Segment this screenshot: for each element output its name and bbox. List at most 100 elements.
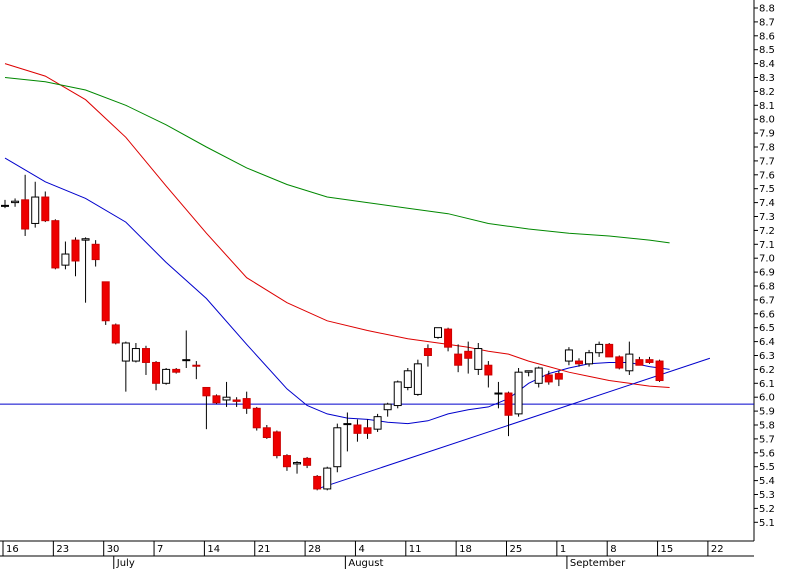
candle-body xyxy=(454,353,463,366)
candle-body xyxy=(232,399,241,402)
x-tick-label: 25 xyxy=(510,544,523,555)
candle-body xyxy=(202,386,211,397)
candle-body xyxy=(373,416,382,430)
candle xyxy=(202,386,211,430)
candle xyxy=(212,394,221,405)
y-tick-label: 6.0 xyxy=(759,393,775,404)
candle-body xyxy=(403,370,412,388)
candle xyxy=(81,237,90,303)
candle xyxy=(232,397,241,407)
candle-body xyxy=(41,196,50,222)
candle-body xyxy=(313,475,322,490)
x-tick-label: 7 xyxy=(157,544,163,555)
candle xyxy=(242,391,251,414)
x-tick-label: 16 xyxy=(6,544,19,555)
candle-body xyxy=(564,349,573,362)
candle xyxy=(51,219,60,270)
candle-body xyxy=(434,327,443,338)
y-tick-label: 7.3 xyxy=(759,212,775,223)
candle xyxy=(141,345,150,375)
candle xyxy=(413,359,422,396)
candle-body xyxy=(504,392,513,416)
y-tick-label: 7.5 xyxy=(759,184,775,195)
y-tick-label: 5.2 xyxy=(759,504,775,515)
candle xyxy=(31,181,40,228)
x-tick-label: 1 xyxy=(560,544,566,555)
candle-body xyxy=(544,374,553,383)
y-tick-label: 7.7 xyxy=(759,156,775,167)
y-tick-label: 6.4 xyxy=(759,337,775,348)
candle-body xyxy=(554,373,563,380)
candle-body xyxy=(111,324,120,344)
x-tick-label: 4 xyxy=(358,544,364,555)
y-tick-label: 7.8 xyxy=(759,143,775,154)
candle xyxy=(343,412,352,452)
candle xyxy=(262,425,271,439)
candle-body xyxy=(282,455,291,468)
candle xyxy=(21,174,30,236)
candle-body xyxy=(333,427,342,468)
candle-body xyxy=(625,353,634,372)
candle-body xyxy=(484,364,493,376)
candle xyxy=(534,366,543,388)
candle-body xyxy=(655,360,664,382)
candle xyxy=(524,370,533,377)
candle-body xyxy=(615,356,624,369)
candle-body xyxy=(383,403,392,411)
candle xyxy=(313,475,322,491)
candle-body xyxy=(212,395,221,404)
month-label: July xyxy=(116,558,135,569)
candle xyxy=(71,237,80,277)
candle xyxy=(172,368,181,374)
y-tick-label: 5.9 xyxy=(759,407,775,418)
candle-body xyxy=(393,381,402,407)
candle-body xyxy=(585,352,594,365)
y-tick-label: 5.3 xyxy=(759,490,775,501)
candle xyxy=(484,361,493,388)
candle-body xyxy=(272,431,281,457)
candle-body xyxy=(514,371,523,415)
x-tick-label: 30 xyxy=(107,544,120,555)
candle-body xyxy=(91,243,100,261)
y-tick-label: 7.9 xyxy=(759,129,775,140)
y-tick-label: 6.2 xyxy=(759,365,775,376)
x-tick-label: 11 xyxy=(409,544,422,555)
candle-body xyxy=(524,370,533,373)
candle-body xyxy=(444,328,453,348)
x-tick-label: 23 xyxy=(56,544,69,555)
candle-body xyxy=(51,220,60,269)
candle-body xyxy=(605,343,614,358)
candle xyxy=(333,423,342,473)
x-tick-label: 22 xyxy=(711,544,724,555)
y-tick-label: 8.6 xyxy=(759,31,775,42)
candle-body xyxy=(101,281,110,322)
y-tick-label: 6.3 xyxy=(759,351,775,362)
candle xyxy=(121,341,130,392)
candle xyxy=(474,342,483,375)
y-tick-label: 7.2 xyxy=(759,226,775,237)
candle xyxy=(504,391,513,437)
candle-body xyxy=(162,368,171,384)
candle-body xyxy=(323,467,332,490)
candle-body xyxy=(262,427,271,439)
candle xyxy=(101,281,110,325)
candle xyxy=(222,381,231,407)
candle-body xyxy=(141,348,150,363)
candle-body xyxy=(494,392,503,395)
candle xyxy=(293,461,302,474)
y-tick-label: 8.5 xyxy=(759,45,775,56)
candle xyxy=(61,241,70,270)
candle-body xyxy=(192,364,201,367)
y-tick-label: 8.3 xyxy=(759,73,775,84)
candle xyxy=(645,356,654,364)
candle xyxy=(403,368,412,391)
candle xyxy=(373,413,382,432)
y-tick-label: 6.5 xyxy=(759,323,775,334)
y-tick-label: 7.6 xyxy=(759,170,775,181)
candle xyxy=(514,368,523,417)
trend-line xyxy=(317,357,711,490)
candle xyxy=(444,327,453,352)
x-tick-label: 14 xyxy=(207,544,220,555)
candle-body xyxy=(353,424,362,434)
